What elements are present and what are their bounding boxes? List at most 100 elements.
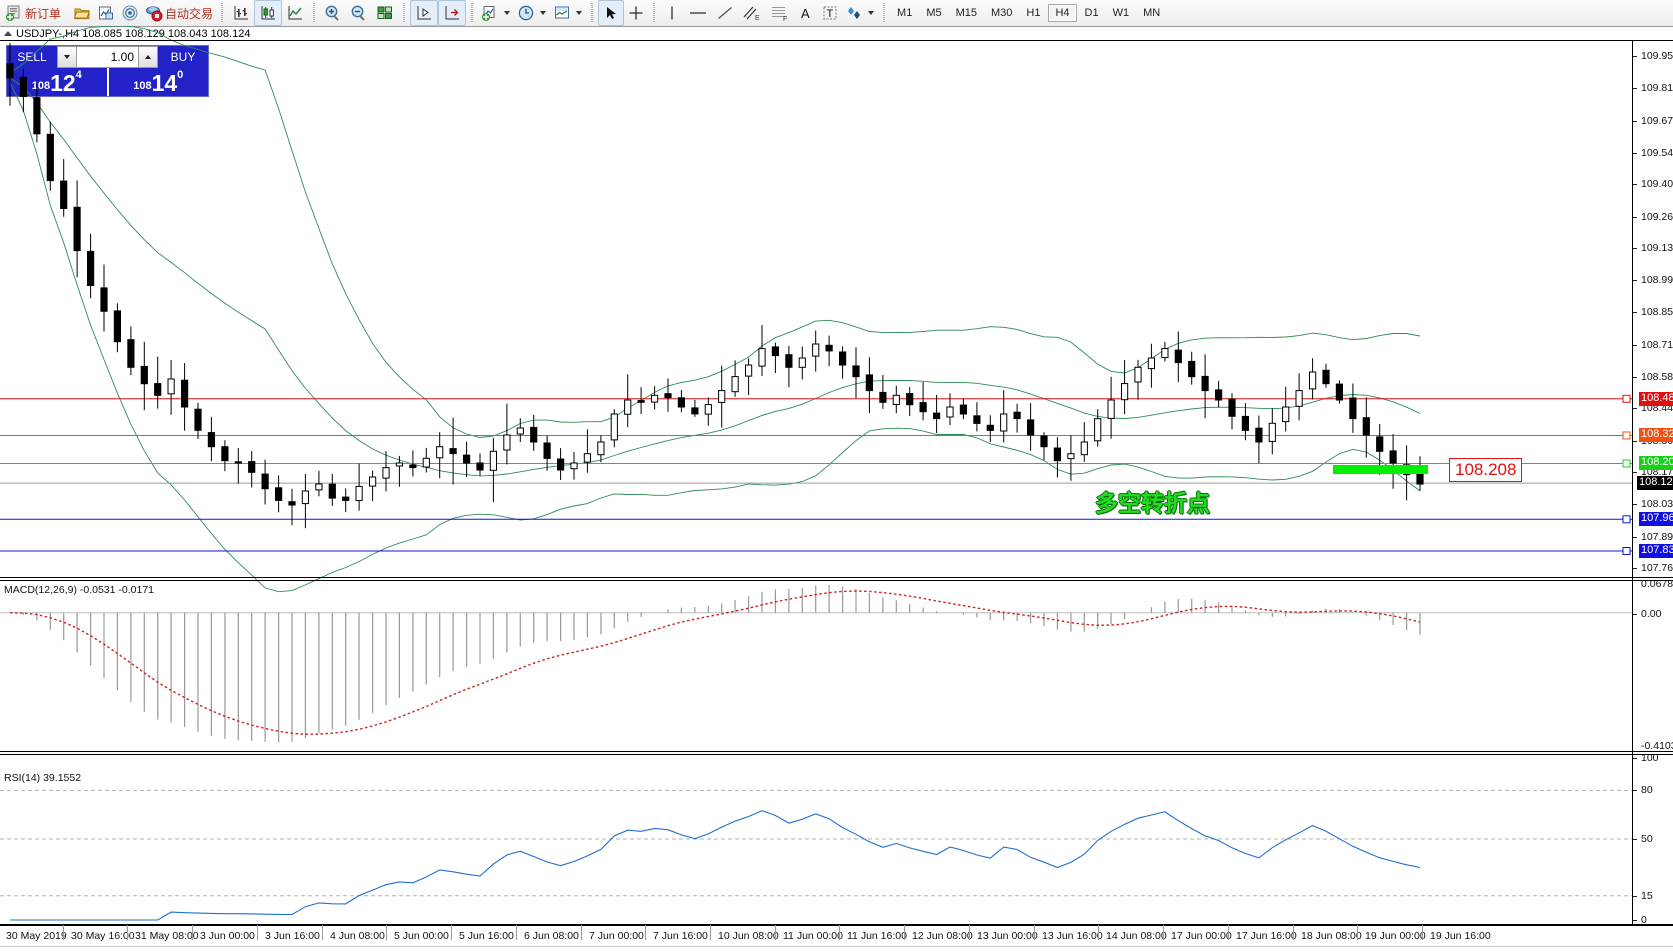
trendline-tool-button[interactable] (712, 1, 738, 25)
candlestick-body[interactable] (973, 415, 981, 424)
candlestick-body[interactable] (422, 457, 430, 468)
volume-stepper[interactable]: 1.00 (57, 46, 158, 68)
templates-button[interactable] (550, 1, 574, 25)
candlestick-body[interactable] (557, 458, 565, 471)
crosshair-tool-button[interactable] (624, 1, 648, 25)
timeframe-w1[interactable]: W1 (1112, 7, 1130, 19)
candlestick-body[interactable] (906, 393, 914, 406)
line-chart-button[interactable] (282, 1, 308, 25)
candlestick-body[interactable] (19, 76, 27, 98)
candlestick-body[interactable] (154, 383, 162, 396)
candlestick-body[interactable] (933, 412, 941, 420)
new-order-button[interactable]: 新订单 (2, 1, 64, 25)
candlestick-body[interactable] (113, 310, 122, 343)
shapes-tool-button[interactable] (842, 1, 866, 25)
market-watch-button[interactable] (118, 1, 142, 25)
candlestick-body[interactable] (637, 400, 645, 403)
candlestick-body[interactable] (409, 464, 417, 469)
candlestick-body[interactable] (1416, 472, 1424, 485)
candlestick-body[interactable] (610, 413, 618, 441)
candlestick-body[interactable] (704, 404, 712, 415)
candlestick-body[interactable] (530, 426, 538, 443)
candlestick-body[interactable] (1040, 435, 1048, 448)
candlestick-body[interactable] (879, 391, 887, 403)
buy-price-display[interactable]: 108 14 0 (109, 68, 209, 96)
price-level-tag[interactable]: 107.969 (1639, 512, 1673, 527)
candlestick-body[interactable] (221, 446, 229, 462)
equidistant-channel-tool-button[interactable]: E (738, 1, 766, 25)
candlestick-body[interactable] (1309, 371, 1317, 390)
candlestick-body[interactable] (503, 434, 511, 451)
candlestick-body[interactable] (395, 462, 403, 467)
candlestick-body[interactable] (1174, 349, 1182, 364)
volume-increment-button[interactable] (138, 46, 158, 68)
green-highlight-marker[interactable] (1333, 465, 1428, 474)
price-level-handle[interactable] (1622, 515, 1631, 524)
timeframe-h4[interactable]: H4 (1048, 4, 1077, 22)
candlestick-body[interactable] (1134, 366, 1142, 383)
collapse-triangle-icon[interactable] (4, 31, 12, 36)
shapes-dropdown-caret[interactable] (868, 11, 875, 15)
timeframe-d1[interactable]: D1 (1084, 7, 1099, 19)
candlestick-body[interactable] (46, 133, 54, 182)
candlestick-body[interactable] (664, 393, 672, 399)
candlestick-body[interactable] (382, 467, 390, 479)
candlestick-body[interactable] (570, 462, 578, 470)
price-level-tag[interactable]: 108.208 (1639, 456, 1673, 471)
candlestick-body[interactable] (1349, 397, 1357, 420)
candlestick-body[interactable] (583, 453, 591, 463)
chart-canvas[interactable] (0, 26, 1673, 951)
candlestick-body[interactable] (758, 348, 766, 367)
candlestick-body[interactable] (825, 344, 833, 352)
price-level-handle[interactable] (1622, 431, 1631, 440)
candlestick-body[interactable] (1228, 398, 1236, 417)
candlestick-body[interactable] (892, 394, 900, 405)
candlestick-body[interactable] (167, 378, 175, 395)
candlestick-body[interactable] (1295, 390, 1303, 407)
price-level-tag[interactable]: 108.485 (1639, 391, 1673, 406)
candlestick-body[interactable] (812, 343, 820, 357)
bar-chart-button[interactable] (228, 1, 254, 25)
candlestick-body[interactable] (1094, 418, 1102, 442)
candlestick-body[interactable] (946, 406, 954, 418)
timeframe-h1[interactable]: H1 (1026, 7, 1041, 19)
candlestick-body[interactable] (1362, 417, 1370, 436)
candlestick-body[interactable] (1121, 383, 1129, 401)
candlestick-body[interactable] (1268, 422, 1276, 442)
candlestick-body[interactable] (1080, 441, 1088, 456)
candlestick-body[interactable] (677, 397, 685, 408)
candlestick-body[interactable] (140, 365, 148, 385)
candlestick-body[interactable] (1215, 389, 1223, 401)
candlestick-body[interactable] (207, 432, 216, 448)
zoom-out-button[interactable] (346, 1, 372, 25)
indicators-button[interactable] (478, 1, 502, 25)
candlestick-body[interactable] (194, 408, 202, 431)
fibonacci-tool-button[interactable]: F (766, 1, 794, 25)
open-chart-button[interactable] (70, 1, 94, 25)
candlestick-body[interactable] (315, 483, 323, 491)
timeframe-mn[interactable]: MN (1143, 7, 1161, 19)
auto-scroll-button[interactable] (438, 0, 467, 26)
text-tool-button[interactable]: A (794, 1, 818, 25)
chinese-annotation-text[interactable]: 多空转折点 (1095, 490, 1210, 516)
candlestick-body[interactable] (6, 63, 14, 79)
candlestick-body[interactable] (718, 390, 726, 403)
candlestick-body[interactable] (1255, 427, 1263, 443)
candlestick-body[interactable] (328, 483, 336, 499)
price-callout-box[interactable]: 108.208 (1449, 458, 1523, 482)
candlestick-body[interactable] (1201, 375, 1209, 392)
price-level-handle[interactable] (1622, 394, 1631, 403)
price-level-handle[interactable] (1622, 547, 1631, 555)
candlestick-body[interactable] (785, 354, 793, 368)
candlestick-body[interactable] (181, 379, 189, 408)
candlestick-body[interactable] (1389, 450, 1397, 464)
period-button[interactable] (514, 1, 538, 25)
vertical-line-tool-button[interactable] (660, 1, 684, 25)
candlestick-body[interactable] (369, 476, 377, 487)
cursor-tool-button[interactable] (598, 0, 625, 26)
candlestick-body[interactable] (745, 364, 753, 377)
timeframe-m5[interactable]: M5 (926, 7, 942, 19)
candlestick-body[interactable] (1067, 453, 1075, 460)
tile-windows-button[interactable] (372, 1, 398, 25)
sell-price-display[interactable]: 108 12 4 (7, 68, 107, 96)
